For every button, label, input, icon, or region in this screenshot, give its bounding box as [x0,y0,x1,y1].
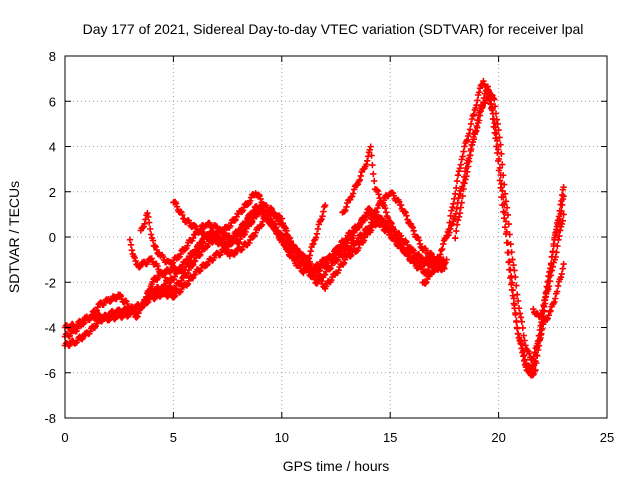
y-tick-label: 0 [49,230,56,245]
y-tick-label: 6 [49,94,56,109]
data-layer [61,77,567,379]
x-tick-label: 10 [275,430,289,445]
y-tick-label: -4 [44,321,56,336]
x-axis-label: GPS time / hours [283,458,390,474]
y-tick-label: -6 [44,366,56,381]
y-tick-label: 4 [49,140,56,155]
y-tick-label: -8 [44,411,56,426]
chart-title: Day 177 of 2021, Sidereal Day-to-day VTE… [83,21,584,37]
y-axis-label: SDTVAR / TECUs [6,181,22,293]
series-s8 [419,77,567,379]
data-point-markers [137,206,262,267]
x-tick-label: 15 [383,430,397,445]
data-point-markers [530,211,567,321]
x-tick-label: 0 [61,430,68,445]
series-s9 [443,94,567,372]
y-tick-label: -2 [44,275,56,290]
series-s11 [530,211,567,321]
series-s6 [137,206,262,267]
x-tick-label: 5 [170,430,177,445]
data-point-markers [443,94,567,372]
x-tick-label: 20 [491,430,505,445]
x-tick-label: 25 [600,430,614,445]
data-point-markers [452,83,567,364]
axis-ticks: 0 5 10 15 20 25 -8 -6 -4 -2 0 2 4 6 8 [44,49,614,445]
y-tick-label: 2 [49,185,56,200]
data-point-markers [419,77,567,379]
series-s10 [452,83,567,364]
y-tick-label: 8 [49,49,56,64]
